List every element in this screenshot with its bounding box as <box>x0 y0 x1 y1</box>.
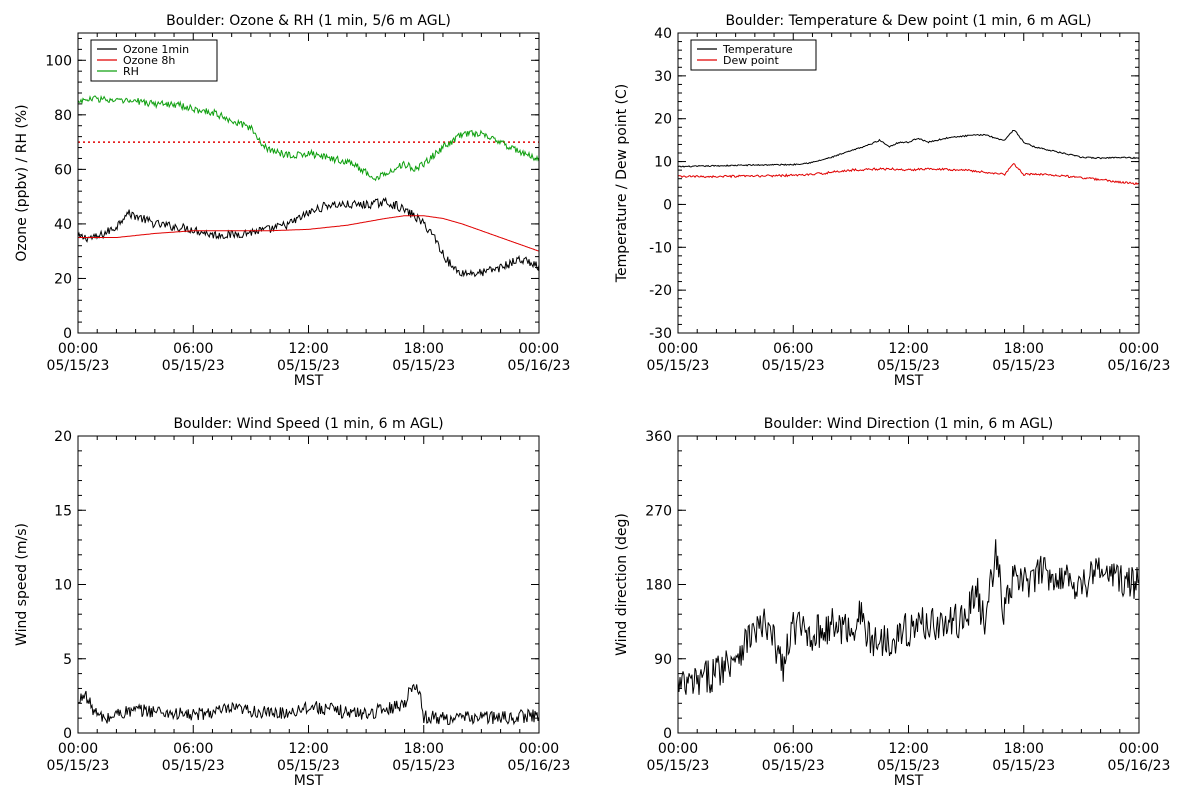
x-axis-label: MST <box>294 373 324 389</box>
x-tick-label: 06:00 <box>173 341 213 357</box>
series-line-temperature <box>678 130 1139 168</box>
x-tick-label: 00:00 <box>58 741 98 757</box>
y-axis-label: Temperature / Dew point (C) <box>614 84 630 283</box>
y-axis-label: Wind direction (deg) <box>614 513 630 656</box>
y-axis-label: Ozone (ppbv) / RH (%) <box>14 104 30 261</box>
y-tick-label: 0 <box>63 326 72 342</box>
y-tick-label: 0 <box>63 726 72 742</box>
legend-label-rh: RH <box>123 65 139 78</box>
y-tick-label: 180 <box>645 578 672 594</box>
series-line-ozone-1min <box>78 196 539 278</box>
legend-label-dew-point: Dew point <box>723 54 779 67</box>
x-tick-label: 18:00 <box>1004 741 1044 757</box>
y-tick-label: 360 <box>645 429 672 445</box>
x-tick-label: 12:00 <box>288 741 328 757</box>
x-tick-date-label: 05/15/23 <box>47 758 110 774</box>
chart-title: Boulder: Wind Direction (1 min, 6 m AGL) <box>764 416 1053 432</box>
y-tick-label: 0 <box>663 726 672 742</box>
panel-wind-speed: Boulder: Wind Speed (1 min, 6 m AGL) Wind… <box>14 416 570 789</box>
plot-frame <box>677 32 1140 334</box>
x-tick-date-label: 05/15/23 <box>162 758 225 774</box>
y-tick-label: 100 <box>45 53 72 69</box>
legend-label-ozone-8h: Ozone 8h <box>123 54 175 67</box>
y-tick-label: 5 <box>63 652 72 668</box>
y-tick-label: 10 <box>54 578 72 594</box>
panel-wind-direction: Boulder: Wind Direction (1 min, 6 m AGL)… <box>614 416 1170 789</box>
legend-label-ozone-1min: Ozone 1min <box>123 43 189 56</box>
y-tick-label: 0 <box>663 197 672 213</box>
x-tick-label: 00:00 <box>58 341 98 357</box>
x-tick-label: 06:00 <box>173 741 213 757</box>
x-tick-date-label: 05/15/23 <box>647 758 710 774</box>
series-line-ozone-8h <box>78 215 539 252</box>
x-tick-date-label: 05/15/23 <box>992 758 1055 774</box>
y-axis-label: Wind speed (m/s) <box>14 523 30 646</box>
x-tick-date-label: 05/15/23 <box>762 758 825 774</box>
x-axis-label: MST <box>894 773 924 789</box>
x-tick-label: 00:00 <box>519 741 559 757</box>
x-tick-label: 00:00 <box>1119 741 1159 757</box>
x-tick-label: 06:00 <box>773 741 813 757</box>
x-tick-label: 12:00 <box>888 741 928 757</box>
y-tick-label: 40 <box>654 26 672 42</box>
x-tick-label: 00:00 <box>519 341 559 357</box>
series-line-wind-speed <box>78 683 539 726</box>
panel-ozone-rh: Boulder: Ozone & RH (1 min, 5/6 m AGL) Oz… <box>14 13 570 389</box>
y-tick-label: 20 <box>54 271 72 287</box>
plot-frame <box>677 435 1140 734</box>
x-tick-date-label: 05/15/23 <box>392 358 455 374</box>
x-tick-date-label: 05/16/23 <box>1108 758 1171 774</box>
panel-temperature-dewpoint: Boulder: Temperature & Dew point (1 min,… <box>614 13 1170 389</box>
legend-box <box>690 39 817 71</box>
y-tick-label: 60 <box>54 162 72 178</box>
x-axis-label: MST <box>294 773 324 789</box>
x-tick-date-label: 05/15/23 <box>647 358 710 374</box>
x-tick-date-label: 05/15/23 <box>392 758 455 774</box>
x-tick-date-label: 05/15/23 <box>162 358 225 374</box>
x-tick-date-label: 05/15/23 <box>277 358 340 374</box>
x-tick-label: 06:00 <box>773 341 813 357</box>
x-tick-label: 00:00 <box>1119 341 1159 357</box>
plot-frame <box>77 435 540 734</box>
x-tick-date-label: 05/16/23 <box>508 758 571 774</box>
chart-title: Boulder: Temperature & Dew point (1 min,… <box>725 13 1091 29</box>
x-tick-date-label: 05/16/23 <box>1108 358 1171 374</box>
chart-title: Boulder: Wind Speed (1 min, 6 m AGL) <box>173 416 443 432</box>
x-tick-label: 18:00 <box>404 741 444 757</box>
y-tick-label: 30 <box>654 69 672 85</box>
x-tick-label: 00:00 <box>658 341 698 357</box>
x-tick-label: 12:00 <box>288 341 328 357</box>
y-tick-label: 90 <box>654 652 672 668</box>
x-tick-label: 00:00 <box>658 741 698 757</box>
y-tick-label: 40 <box>54 217 72 233</box>
x-tick-date-label: 05/15/23 <box>277 758 340 774</box>
y-tick-label: 270 <box>645 503 672 519</box>
x-tick-date-label: 05/15/23 <box>992 358 1055 374</box>
y-tick-label: 10 <box>654 155 672 171</box>
x-tick-date-label: 05/15/23 <box>877 758 940 774</box>
plot-frame <box>77 32 540 334</box>
x-tick-date-label: 05/16/23 <box>508 358 571 374</box>
y-tick-label: 80 <box>54 108 72 124</box>
chart-title: Boulder: Ozone & RH (1 min, 5/6 m AGL) <box>166 13 451 29</box>
x-tick-label: 18:00 <box>404 341 444 357</box>
y-tick-label: 20 <box>654 112 672 128</box>
x-tick-date-label: 05/15/23 <box>47 358 110 374</box>
y-tick-label: -30 <box>649 326 672 342</box>
series-line-rh <box>78 94 539 182</box>
y-tick-label: -20 <box>649 283 672 299</box>
series-line-wind-direction <box>678 539 1139 695</box>
series-line-dew-point <box>678 163 1139 186</box>
x-axis-label: MST <box>894 373 924 389</box>
x-tick-date-label: 05/15/23 <box>762 358 825 374</box>
x-tick-date-label: 05/15/23 <box>877 358 940 374</box>
x-tick-label: 18:00 <box>1004 341 1044 357</box>
x-tick-label: 12:00 <box>888 341 928 357</box>
y-tick-label: -10 <box>649 240 672 256</box>
y-tick-label: 20 <box>54 429 72 445</box>
legend-label-temperature: Temperature <box>722 43 793 56</box>
y-tick-label: 15 <box>54 503 72 519</box>
